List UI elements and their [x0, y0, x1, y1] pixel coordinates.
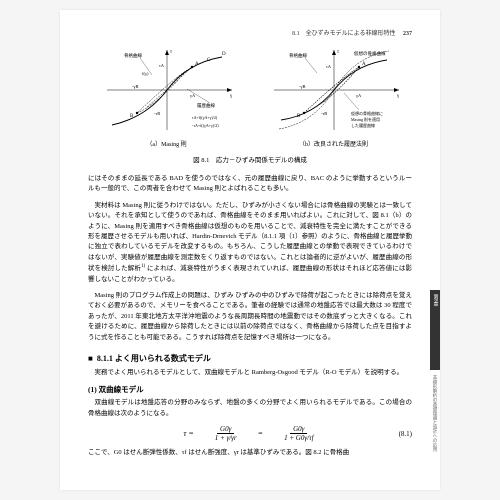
fig-a-eq1: τA+f((γA+γ)/2) — [192, 115, 218, 120]
footer-text: ここで、G0 はせん断弾性係数、τf はせん断強度、γr は基準ひずみである。図… — [88, 448, 412, 458]
section-heading: 8.1.1 よく用いられる数式モデル — [88, 353, 412, 364]
chapter-tab-label: 第8章 — [432, 294, 439, 307]
svg-text:B: B — [130, 114, 134, 119]
eq-lhs-den: 1 + γ/γr — [212, 434, 240, 442]
subsection-heading: (1) 双曲線モデル — [88, 384, 412, 395]
svg-text:C: C — [207, 58, 211, 63]
equation-8-1: τ = G0γ 1 + γ/γr = G0γ 1 + G0γ/τf (8.1) — [88, 425, 412, 442]
fig-a-eq2: -τA+f((γA+γ)/2) — [192, 123, 219, 128]
fig-a-skeleton: 骨格曲線 — [124, 52, 142, 59]
section-number: 8.1.1 — [97, 354, 113, 363]
paragraph-1: にはそのままの延長である BAD を使うのではなく、元の履歴曲線に戻り、BAC … — [88, 174, 412, 195]
fig-b-ylabel: τ — [337, 50, 339, 55]
fig-b-note1: 仮想の骨格曲線に — [351, 110, 383, 116]
equation-rhs: G0γ 1 + G0γ/τf — [281, 425, 316, 442]
chapter-tab: 第8章 — [430, 290, 440, 370]
subsection-number: (1) — [88, 385, 97, 394]
svg-text:A: A — [195, 62, 199, 67]
fig-a-tauA: τA — [159, 63, 165, 68]
equation-number: (8.1) — [399, 430, 412, 438]
svg-text:Masing 則を適用: Masing 則を適用 — [351, 116, 380, 122]
fig-a-ylabel: τ — [170, 50, 172, 55]
equation-lhs: G0γ 1 + γ/γr — [212, 425, 240, 442]
fig-a-gammaB: -γB — [132, 84, 139, 89]
figure-b-subcaption: （b）改良された履歴法則 — [259, 139, 409, 148]
figure-b-svg: A B τ γ 骨格曲線 仮想の骨格曲線 τA -τB γA -γB 仮想の骨格… — [259, 45, 409, 135]
section-label: 8.1 全ひずみモデルによる非線形特性 — [292, 31, 395, 37]
fig-b-gammaA: γA — [356, 93, 362, 98]
svg-text:A: A — [362, 62, 366, 67]
figure-panel-a: A D B C τ γ 骨格曲線 τA -τB γA -γB f(γ) 履歴曲線… — [92, 45, 242, 148]
page: 8.1 全ひずみモデルによる非線形特性 237 A D B C — [60, 10, 440, 490]
page-number: 237 — [403, 31, 412, 37]
svg-text:した履歴曲線: した履歴曲線 — [351, 122, 375, 128]
subsection-text: 双曲線モデルは地盤応答の分野のみならず、地盤の多くの分野でよく用いられるモデルで… — [88, 398, 412, 419]
side-chapter-title: 非線形解析の基礎理論と設計への応用 — [430, 375, 438, 452]
fig-b-xlabel: γ — [397, 94, 400, 99]
eq-lhs-num: G0γ — [217, 425, 234, 434]
running-header: 8.1 全ひずみモデルによる非線形特性 237 — [88, 28, 412, 37]
paragraph-3: Masing 則のプログラム作成上の問題は、ひずみ ひずみの中のひずみで除荷が起… — [88, 291, 412, 343]
svg-text:D: D — [222, 52, 226, 57]
figure-caption: 図 8.1 応力－ひずみ関係モデルの構成 — [88, 154, 412, 164]
fig-b-tauB: -τB — [321, 111, 327, 116]
figure-row: A D B C τ γ 骨格曲線 τA -τB γA -γB f(γ) 履歴曲線… — [88, 45, 412, 148]
figure-panel-b: A B τ γ 骨格曲線 仮想の骨格曲線 τA -τB γA -γB 仮想の骨格… — [259, 45, 409, 148]
eq-rhs-den: 1 + G0γ/τf — [281, 434, 316, 442]
paragraph-2: 実材料は Masing 則に従うわけではない。ただし、ひずみが小さくない場合には… — [88, 201, 412, 285]
fig-a-hyst: 履歴曲線 — [197, 102, 215, 109]
fig-b-skeleton: 骨格曲線 — [289, 52, 307, 59]
fig-a-fgamma: f(γ) — [142, 71, 149, 76]
fig-b-virtual: 仮想の骨格曲線 — [354, 50, 386, 57]
section-intro: 実務でよく用いられるモデルとして、双曲線モデルと Ramberg-Osgood … — [95, 368, 413, 378]
fig-a-tauB: -τB — [154, 111, 160, 116]
paragraph-2a: 実材料は Masing 則に従うわけではない。ただし、ひずみが小さくない場合には… — [88, 202, 412, 273]
fig-b-gammaB: -γB — [299, 84, 306, 89]
eq-rhs-num: G0γ — [290, 425, 307, 434]
figure-a-svg: A D B C τ γ 骨格曲線 τA -τB γA -γB f(γ) 履歴曲線… — [92, 45, 242, 135]
figure-a-subcaption: （a）Masing 則 — [92, 139, 242, 148]
section-title: よく用いられる数式モデル — [115, 353, 211, 364]
fig-b-tauA: τA — [326, 64, 332, 69]
subsection-title: 双曲線モデル — [99, 385, 144, 394]
fig-a-xlabel: γ — [230, 94, 233, 99]
